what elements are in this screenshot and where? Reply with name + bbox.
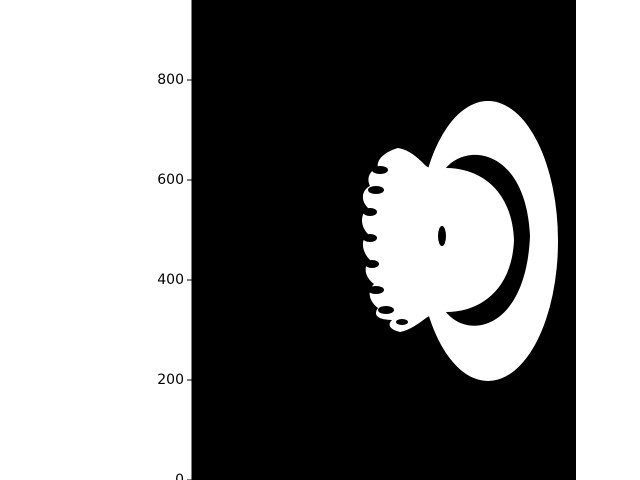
y-tick-label-200: 200 <box>157 372 184 388</box>
y-tick-label-400: 400 <box>157 272 184 288</box>
y-tick-label-0: 0 <box>175 472 184 480</box>
plot-area <box>192 0 576 480</box>
image-white-blob <box>362 101 558 381</box>
y-tick-label-800: 800 <box>157 72 184 88</box>
y-tick-label-600: 600 <box>157 172 184 188</box>
image-dark-band <box>363 154 530 326</box>
y-axis: 0 200 400 600 800 <box>157 0 193 480</box>
